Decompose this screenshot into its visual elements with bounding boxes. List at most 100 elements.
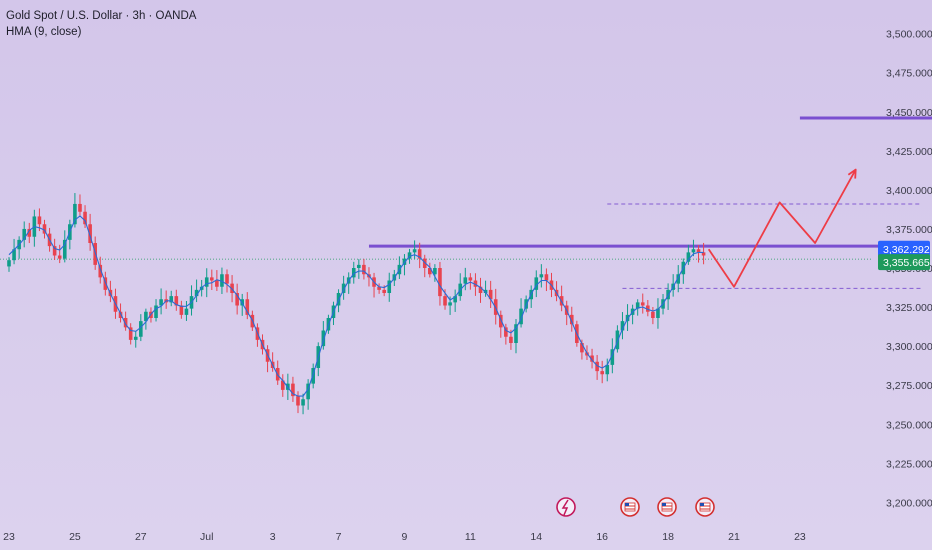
hma-price-label: 3,355.665 xyxy=(883,257,930,269)
lightning-event-icon[interactable] xyxy=(556,497,576,517)
candle-body xyxy=(42,224,47,234)
flag-canton xyxy=(700,503,704,506)
candle-body xyxy=(580,343,584,353)
x-tick-label: 16 xyxy=(596,531,608,543)
y-tick-label: 3,300.000 xyxy=(886,341,932,353)
flag-icon xyxy=(699,502,711,512)
candle-body xyxy=(52,246,57,256)
us-flag-event-icon[interactable] xyxy=(695,497,715,517)
x-tick-label: 23 xyxy=(794,531,806,543)
candle-body xyxy=(595,361,599,372)
candle-body xyxy=(194,289,199,297)
symbol-title[interactable]: Gold Spot / U.S. Dollar · 3h · OANDA xyxy=(6,10,197,22)
candle-body xyxy=(225,274,229,284)
x-tick-label: 14 xyxy=(530,531,542,543)
candle-body xyxy=(422,258,427,268)
candle-body xyxy=(701,252,706,256)
candle-body xyxy=(103,277,108,290)
us-flag-event-icon[interactable] xyxy=(657,497,677,517)
candle-body xyxy=(590,355,594,362)
flag-canton xyxy=(662,503,666,506)
candle-body xyxy=(488,289,493,300)
candle-body xyxy=(169,296,174,303)
candle-body xyxy=(524,299,528,309)
candle-body xyxy=(174,296,179,306)
projection-path xyxy=(707,169,857,288)
candle-body xyxy=(407,252,412,259)
candle-body xyxy=(321,330,326,347)
candle-body xyxy=(615,330,620,350)
candle-body xyxy=(88,224,92,243)
candle-body xyxy=(7,260,11,267)
y-tick-label: 3,475.000 xyxy=(886,68,932,80)
us-flag-event-icon[interactable] xyxy=(620,497,640,517)
candle-body xyxy=(235,293,239,306)
x-tick-label: 21 xyxy=(728,531,740,543)
candle-body xyxy=(128,327,133,340)
candle-body xyxy=(600,371,604,375)
candle-body xyxy=(362,264,366,275)
hma-line xyxy=(8,215,704,397)
candle-body xyxy=(27,228,32,237)
candle-body xyxy=(245,299,250,315)
lightning-icon xyxy=(561,499,569,516)
y-tick-label: 3,375.000 xyxy=(886,224,932,236)
candle-body xyxy=(539,274,544,278)
x-tick-label: 18 xyxy=(662,531,674,543)
candle-body xyxy=(382,289,386,293)
candle-body xyxy=(291,383,295,397)
candle-body xyxy=(341,283,346,293)
candle-body xyxy=(220,274,224,287)
projection-arrow-icon xyxy=(847,168,857,179)
candle-body xyxy=(504,327,508,337)
candle-body xyxy=(22,228,27,240)
y-tick-label: 3,325.000 xyxy=(886,302,932,314)
x-tick-label: 23 xyxy=(3,531,15,543)
candle-body xyxy=(154,305,158,318)
candle-body xyxy=(377,286,381,290)
candle-body xyxy=(651,311,655,318)
candle-body xyxy=(691,249,696,253)
candle-body xyxy=(676,274,681,284)
y-tick-label: 3,250.000 xyxy=(886,419,932,431)
candle-body xyxy=(463,277,468,284)
event-icon-ring xyxy=(556,497,576,517)
y-tick-label: 3,500.000 xyxy=(886,29,932,41)
candle-body xyxy=(144,311,148,322)
candle-body xyxy=(640,302,645,306)
candle-body xyxy=(139,321,143,337)
flag-icon xyxy=(661,502,673,512)
x-tick-label: 3 xyxy=(270,531,276,543)
candle-body xyxy=(387,280,392,293)
candle-body xyxy=(696,249,701,253)
x-tick-label: 7 xyxy=(336,531,342,543)
chart-legend: Gold Spot / U.S. Dollar · 3h · OANDA HMA… xyxy=(6,8,196,40)
candle-body xyxy=(428,268,432,275)
candle-body xyxy=(509,336,513,343)
candle-body xyxy=(686,252,691,262)
x-tick-label: 9 xyxy=(402,531,408,543)
candle-body xyxy=(301,399,305,406)
x-tick-label: Jul xyxy=(200,531,213,543)
candle-body xyxy=(123,318,128,328)
candle-body xyxy=(656,308,660,318)
y-tick-label: 3,450.000 xyxy=(886,107,932,119)
candle-body xyxy=(468,277,473,281)
candle-body xyxy=(605,364,610,375)
y-tick-label: 3,225.000 xyxy=(886,458,932,470)
candle-body xyxy=(215,280,219,287)
candle-body xyxy=(12,249,16,261)
candle-body xyxy=(635,302,640,309)
candle-body xyxy=(230,283,234,293)
candle-body xyxy=(433,268,437,275)
current-price-badge xyxy=(878,240,930,257)
candle-body xyxy=(412,249,417,253)
indicator-label[interactable]: HMA (9, close) xyxy=(6,26,82,38)
candle-body xyxy=(179,305,184,315)
y-tick-label: 3,275.000 xyxy=(886,380,932,392)
candle-body xyxy=(37,216,42,225)
candle-body xyxy=(569,314,574,325)
candle-body xyxy=(498,314,503,328)
